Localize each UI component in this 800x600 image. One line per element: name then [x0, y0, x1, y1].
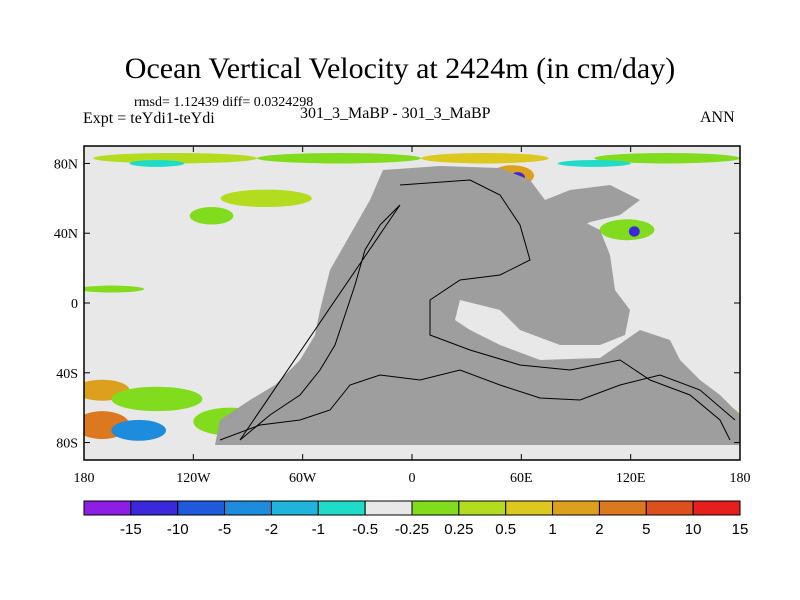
land-mask — [215, 166, 740, 445]
experiment-label: Expt = teYdi1-teYdi — [83, 110, 215, 127]
coastlines — [219, 179, 736, 441]
x-tick-label-2: 60W — [289, 471, 317, 486]
colorbar-box-5 — [317, 500, 366, 516]
x-tick-label-4: 60E — [510, 471, 533, 486]
velocity-blob-11 — [628, 226, 640, 237]
y-tick-label-4: 80S — [56, 437, 78, 452]
colorbar: -15 -10 -5 -2 -1 -0.5 -0.25 0.25 0.5 1 2 5 10 15 — [83, 500, 749, 538]
velocity-blob-5 — [557, 159, 631, 167]
map-area — [84, 146, 740, 460]
velocity-blob-6 — [220, 189, 312, 208]
velocity-blob-0 — [93, 152, 258, 164]
colorbar-box-10 — [552, 500, 600, 516]
colorbar-label-2: -5 — [218, 521, 231, 538]
velocity-blob-2 — [421, 152, 549, 164]
y-tick-label-3: 40S — [56, 367, 78, 382]
colorbar-label-13: 15 — [732, 521, 749, 538]
colorbar-box-1 — [130, 500, 179, 516]
colorbar-label-8: 0.5 — [495, 521, 516, 538]
x-tick-label-6: 180 — [730, 471, 751, 486]
colorbar-box-4 — [270, 500, 319, 516]
colorbar-label-3: -2 — [265, 521, 278, 538]
colorbar-box-3 — [224, 500, 272, 516]
colorbar-box-8 — [458, 500, 507, 516]
colorbar-label-4: -1 — [312, 521, 325, 538]
coastline-south — [219, 369, 736, 441]
x-tick-label-1: 120W — [176, 471, 211, 486]
velocity-blob-12 — [84, 285, 145, 293]
landmass-north-east — [545, 185, 640, 230]
y-tick-label-1: 40N — [54, 227, 78, 242]
colorbar-label-6: -0.25 — [395, 521, 429, 538]
colorbar-box-11 — [598, 500, 647, 516]
colorbar-box-12 — [645, 500, 694, 516]
velocity-blob-1 — [257, 152, 422, 164]
x-tick-label-0: 180 — [74, 471, 95, 486]
colorbar-label-11: 5 — [642, 521, 650, 538]
velocity-blob-10 — [599, 219, 655, 241]
velocity-blob-3 — [594, 152, 740, 164]
axis-labels: 180 120W 60W 0 60E 120E 180 80N 40N 0 40S 80S — [54, 157, 751, 486]
velocity-blob-14 — [111, 386, 203, 412]
colorbar-box-13 — [692, 500, 741, 516]
stats-label: rmsd= 1.12439 diff= 0.0324298 — [134, 95, 314, 110]
colorbar-label-12: 10 — [685, 521, 702, 538]
colorbar-box-0 — [83, 500, 132, 516]
plot-title: Ocean Vertical Velocity at 2424m (in cm/… — [124, 52, 676, 85]
colorbar-box-9 — [505, 500, 554, 516]
case-label: 301_3_MaBP - 301_3_MaBP — [300, 105, 491, 122]
season-label: ANN — [700, 109, 735, 126]
velocity-blob-4 — [129, 159, 185, 167]
colorbar-label-0: -15 — [120, 521, 142, 538]
x-tick-label-5: 120E — [616, 471, 646, 486]
colorbar-label-9: 1 — [548, 521, 556, 538]
colorbar-label-5: -0.5 — [352, 521, 378, 538]
y-tick-label-0: 80N — [54, 157, 78, 172]
y-tick-label-2: 0 — [71, 297, 78, 312]
landmass-west — [215, 166, 740, 445]
colorbar-label-7: 0.25 — [444, 521, 473, 538]
colorbar-box-7 — [411, 500, 460, 516]
velocity-blob-16 — [111, 419, 166, 441]
colorbar-label-10: 2 — [595, 521, 603, 538]
coastline-inner — [239, 179, 731, 441]
colorbar-label-1: -10 — [167, 521, 189, 538]
axis-ticks — [83, 146, 741, 460]
colorbar-box-2 — [177, 500, 226, 516]
colorbar-box-6 — [364, 500, 413, 516]
velocity-blob-7 — [189, 207, 234, 225]
x-tick-label-3: 0 — [409, 471, 416, 486]
